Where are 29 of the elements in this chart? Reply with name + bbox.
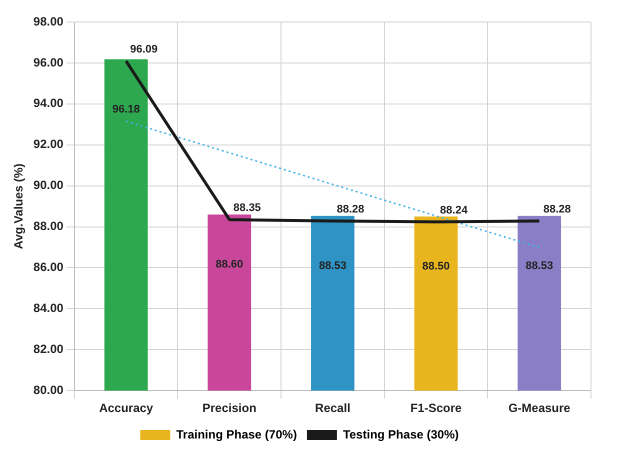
x-tick-label: G-Measure [508,401,571,416]
y-tick-label: 80.00 [33,382,64,397]
data-label: 88.60 [216,258,244,271]
y-axis-title: Avg.Values (%) [12,164,26,250]
data-label: 88.28 [336,204,364,216]
data-label: 88.28 [543,204,571,216]
data-label: 88.50 [422,260,450,273]
data-label: 88.53 [526,260,554,272]
y-tick-label: 96.00 [33,55,64,70]
y-tick-label: 98.00 [33,14,64,28]
legend-label: Training Phase (70%) [176,427,297,442]
data-label: 96.18 [112,103,140,116]
y-tick-label: 86.00 [33,260,64,274]
data-label: 88.24 [440,204,468,216]
data-label: 88.53 [318,260,346,272]
x-tick-label: F1-Score [410,401,462,416]
y-tick-label: 94.00 [33,96,64,110]
data-label: 88.35 [233,202,261,214]
x-tick-label: Recall [315,401,350,416]
y-tick-label: 82.00 [33,342,64,356]
y-tick-label: 84.00 [33,301,64,315]
y-tick-label: 90.00 [33,178,64,192]
legend-label: Testing Phase (30%) [342,427,459,442]
line-series [125,120,540,248]
x-tick-label: Precision [202,401,256,416]
y-tick-label: 88.00 [33,219,64,234]
y-tick-label: 92.00 [33,137,64,152]
x-tick-label: Accuracy [99,401,154,416]
data-label: 96.09 [130,44,158,56]
